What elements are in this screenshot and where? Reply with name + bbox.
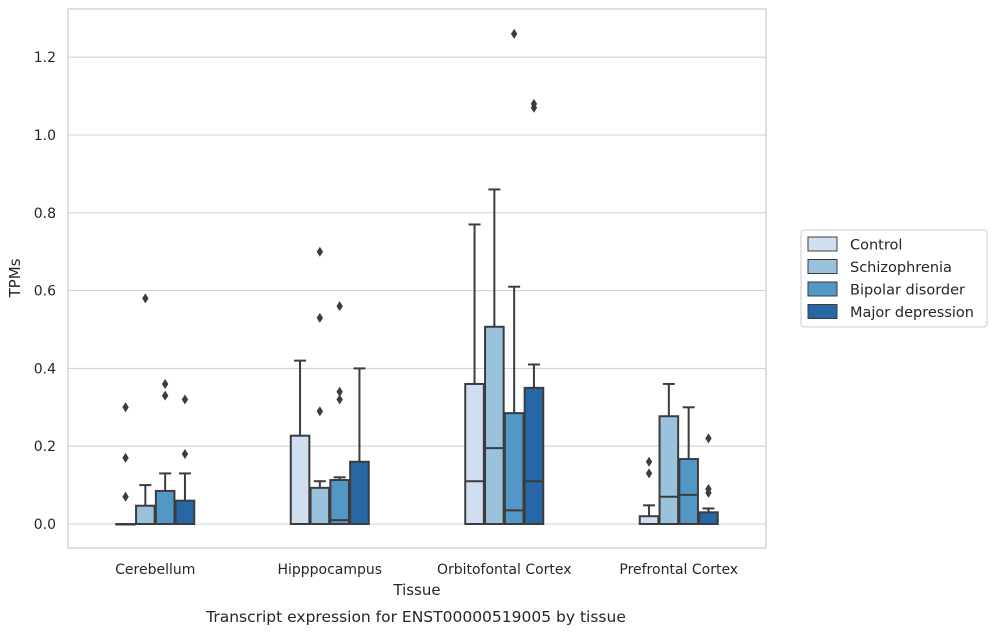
outlier-point (530, 98, 538, 109)
box-control (115, 402, 136, 526)
box-iqr (638, 515, 660, 525)
outlier-point (181, 448, 189, 459)
x-tick-label: Hipppocampus (277, 562, 382, 578)
chart-caption: Transcript expression for ENST0000051900… (205, 608, 626, 626)
y-tick-label: 0.8 (34, 206, 56, 222)
outlier-point (122, 402, 129, 413)
box-schizophrenia (309, 246, 331, 525)
legend-swatch (807, 304, 838, 319)
box-control (289, 359, 311, 525)
box-major-depression (523, 98, 545, 525)
box-iqr (658, 415, 680, 526)
x-tick-label: Cerebellum (115, 562, 195, 578)
box-iqr (329, 479, 350, 525)
outlier-point (645, 456, 653, 467)
box-bipolar-disorder (678, 406, 699, 525)
legend-label: Major depression (850, 305, 974, 321)
box-iqr (174, 499, 196, 526)
box-schizophrenia (135, 293, 156, 526)
box-iqr (698, 511, 719, 526)
x-tick-label: Orbitofontal Cortex (437, 562, 572, 578)
outlier-point (705, 483, 712, 494)
outlier-point (336, 386, 343, 397)
outlier-point (161, 390, 169, 401)
outlier-point (316, 246, 324, 257)
outlier-point (705, 433, 712, 444)
box-iqr (464, 382, 485, 525)
legend: Control Schizophrenia Bipolar disorder Majo… (800, 229, 988, 328)
outlier-point (122, 452, 129, 463)
x-axis: Cerebellum Hipppocampus Orbitofontal Corte… (115, 562, 738, 578)
y-axis: 0.0 0.2 0.4 0.6 0.8 1.0 1.2 (34, 50, 56, 533)
y-tick-label: 1.0 (34, 128, 56, 144)
box-bipolar-disorder (154, 378, 176, 525)
box-iqr (154, 489, 176, 525)
y-tick-label: 0.6 (34, 284, 56, 300)
outlier-point (142, 293, 149, 304)
y-tick-label: 0.2 (34, 439, 56, 455)
box-bipolar-disorder (503, 28, 525, 526)
outlier-point (161, 378, 169, 389)
outlier-point (645, 468, 653, 479)
y-tick-label: 1.2 (34, 50, 56, 66)
legend-label: Bipolar disorder (850, 283, 965, 299)
outlier-point (181, 394, 189, 405)
outlier-point (316, 312, 324, 323)
outlier-point (336, 394, 343, 405)
box-iqr (135, 504, 156, 526)
box-major-depression (174, 394, 196, 526)
x-tick-label: Prefrontal Cortex (619, 562, 738, 578)
y-axis-label: TPMs (6, 258, 24, 298)
box-iqr (289, 434, 311, 525)
box-control (638, 456, 660, 525)
box-iqr (523, 386, 545, 525)
outlier-point (336, 301, 343, 312)
legend-label: Control (850, 238, 902, 254)
box-iqr (503, 412, 525, 526)
y-tick-label: 0.0 (34, 517, 56, 533)
box-bipolar-disorder (329, 301, 350, 525)
box-schizophrenia (658, 382, 680, 526)
box-schizophrenia (484, 188, 505, 526)
y-tick-label: 0.4 (34, 361, 56, 377)
x-axis-label: Tissue (392, 581, 440, 599)
outlier-point (510, 28, 518, 39)
plot-area (67, 8, 767, 549)
box-major-depression (349, 367, 370, 526)
legend-frame (800, 229, 988, 328)
box-iqr (309, 486, 331, 525)
box-series (115, 28, 719, 526)
box-major-depression (698, 433, 719, 526)
legend-swatch (807, 259, 838, 274)
outlier-point (122, 491, 129, 502)
outlier-point (316, 406, 324, 417)
box-iqr (678, 458, 699, 525)
box-control (464, 223, 485, 525)
legend-swatch (807, 281, 838, 297)
legend-swatch (807, 236, 838, 252)
legend-label: Schizophrenia (850, 260, 952, 276)
box-iqr (484, 325, 505, 526)
box-iqr (349, 460, 370, 526)
